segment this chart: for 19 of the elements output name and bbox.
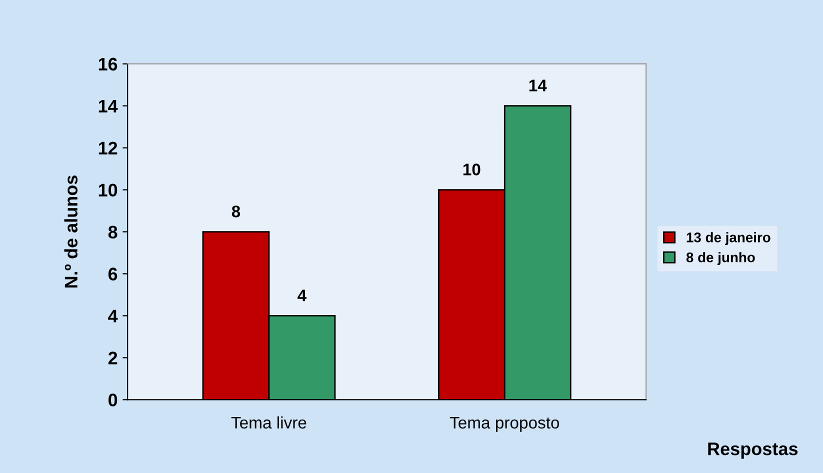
y-tick-label: 4 (108, 310, 118, 322)
y-tick-label: 0 (108, 394, 118, 406)
y-tick-label: 10 (98, 184, 118, 197)
x-tick-label: Tema livre (231, 416, 306, 429)
y-tick-label: 2 (108, 352, 118, 364)
y-tick-label: 6 (108, 268, 118, 280)
x-tick-label: Tema proposto (450, 416, 560, 432)
data-label: 8 (232, 206, 240, 218)
y-tick-label: 14 (98, 100, 118, 112)
data-label: 10 (463, 164, 480, 176)
legend-label: 13 de janeiro (686, 232, 770, 246)
y-axis-title: N.º de alunos (64, 176, 78, 288)
data-label: 14 (529, 80, 547, 92)
y-tick-label: 16 (98, 58, 118, 71)
y-tick-label: 8 (108, 226, 118, 238)
data-label: 4 (298, 290, 307, 302)
y-tick-label: 12 (98, 142, 118, 154)
x-axis-title: Respostas (708, 442, 798, 459)
legend-label: 8 de junho (686, 252, 755, 266)
